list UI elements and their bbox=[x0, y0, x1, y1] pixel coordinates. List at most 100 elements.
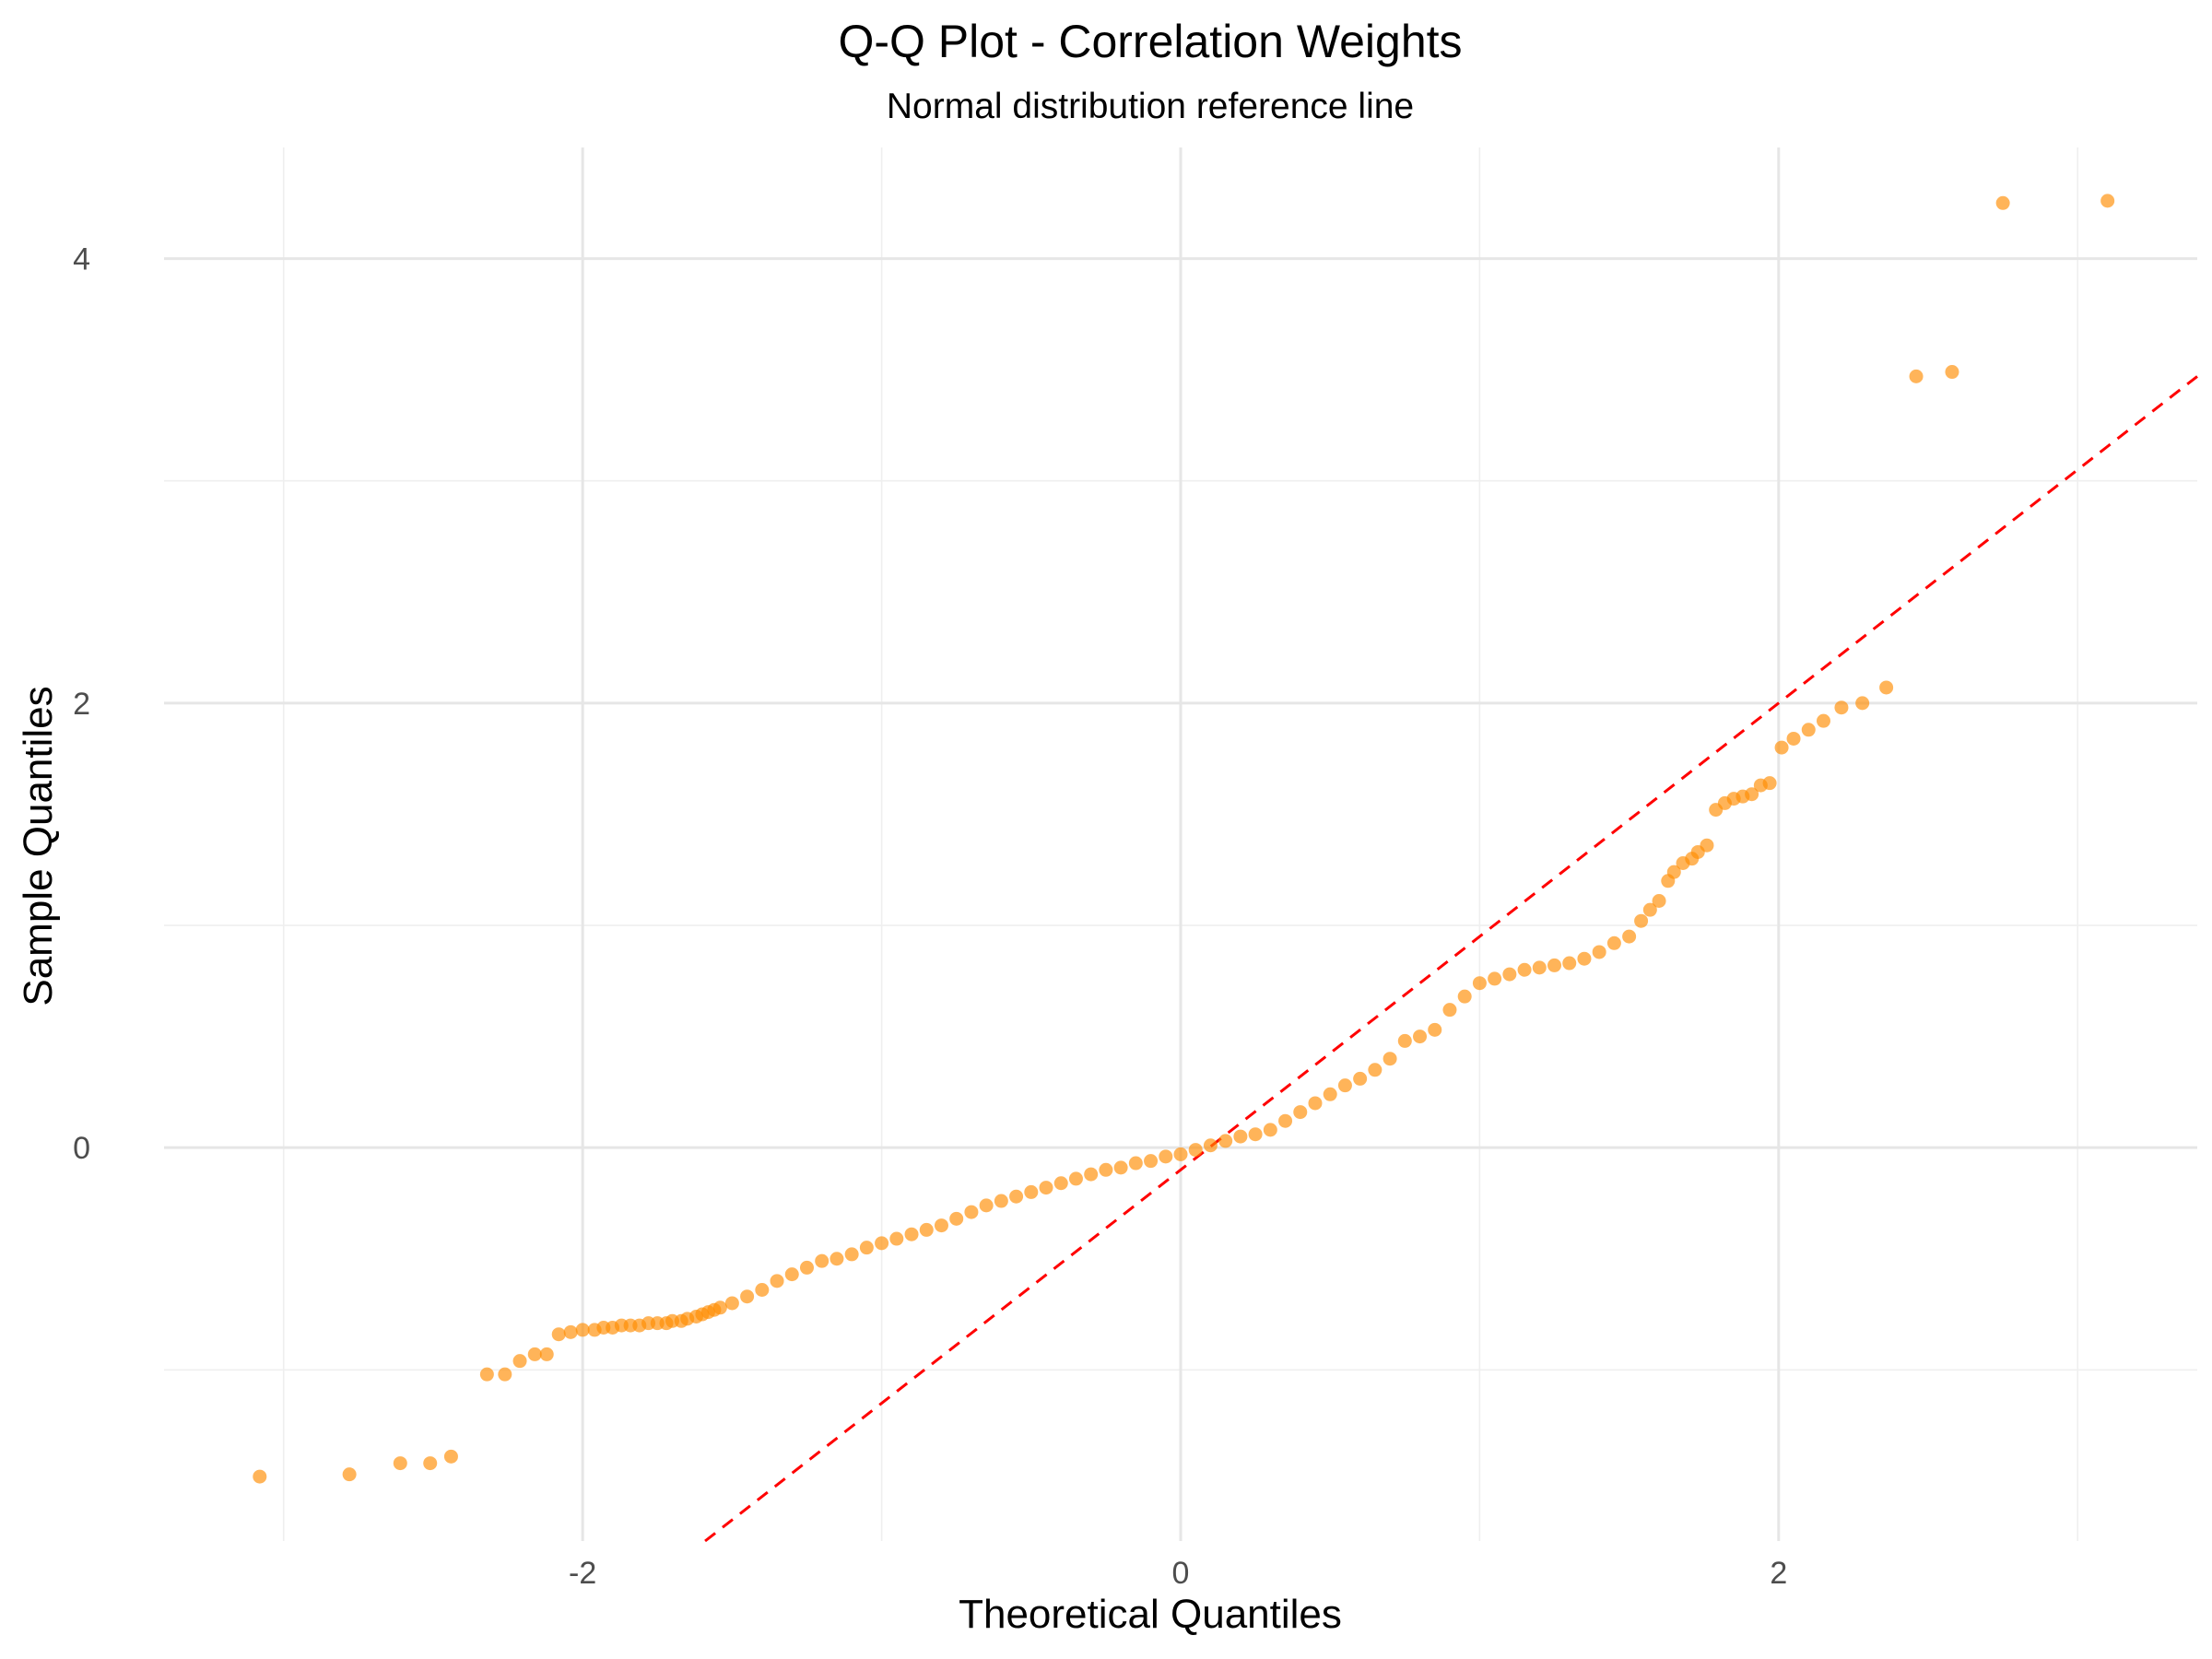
data-point bbox=[889, 1231, 904, 1246]
data-point bbox=[1248, 1127, 1263, 1142]
data-point bbox=[1009, 1189, 1024, 1204]
data-point bbox=[784, 1267, 799, 1282]
data-point bbox=[1203, 1138, 1218, 1153]
data-point bbox=[1128, 1156, 1143, 1171]
data-point bbox=[1834, 700, 1849, 715]
data-point bbox=[1382, 1052, 1397, 1066]
data-point bbox=[551, 1327, 566, 1342]
data-point bbox=[994, 1194, 1008, 1208]
normal-reference-line bbox=[704, 375, 2198, 1543]
data-point bbox=[1353, 1071, 1368, 1086]
chart-title: Q-Q Plot - Correlation Weights bbox=[838, 16, 1462, 67]
x-tick-label: -2 bbox=[569, 1556, 596, 1591]
data-point bbox=[799, 1260, 814, 1275]
data-point bbox=[830, 1252, 844, 1266]
x-tick-labels: -2 0 2 bbox=[569, 1556, 1787, 1591]
data-point bbox=[1068, 1171, 1083, 1186]
data-point bbox=[724, 1296, 739, 1311]
y-tick-label: 4 bbox=[73, 242, 90, 277]
data-point bbox=[1472, 976, 1487, 991]
data-point bbox=[1700, 838, 1714, 853]
data-point bbox=[1517, 962, 1532, 977]
data-point bbox=[1099, 1162, 1113, 1177]
data-point bbox=[1218, 1134, 1233, 1148]
data-point bbox=[1263, 1123, 1277, 1137]
data-point bbox=[949, 1211, 964, 1226]
data-point bbox=[575, 1323, 590, 1337]
x-axis-title: Theoretical Quantiles bbox=[959, 1592, 1342, 1637]
data-point bbox=[423, 1456, 438, 1471]
data-point bbox=[1428, 1022, 1442, 1037]
data-point bbox=[1786, 731, 1801, 746]
data-point bbox=[1606, 935, 1621, 950]
data-point bbox=[1144, 1154, 1159, 1169]
y-tick-labels: 0 2 4 bbox=[73, 242, 90, 1167]
data-point bbox=[1337, 1078, 1352, 1093]
data-point bbox=[1413, 1030, 1428, 1044]
data-point bbox=[1909, 369, 1924, 383]
data-point bbox=[979, 1198, 994, 1213]
data-point bbox=[740, 1289, 755, 1304]
data-point bbox=[1233, 1129, 1248, 1144]
data-point bbox=[443, 1449, 458, 1464]
chart-subtitle: Normal distribution reference line bbox=[887, 87, 1414, 126]
data-point bbox=[527, 1347, 542, 1361]
data-point bbox=[1745, 787, 1759, 802]
data-point bbox=[1577, 951, 1592, 966]
data-point bbox=[1039, 1181, 1053, 1195]
data-point bbox=[1547, 958, 1562, 972]
x-tick-label: 2 bbox=[1770, 1556, 1787, 1591]
data-point bbox=[770, 1274, 784, 1288]
data-point bbox=[253, 1469, 267, 1484]
data-point bbox=[1113, 1160, 1128, 1175]
y-axis-title: Sample Quantiles bbox=[16, 686, 61, 1006]
data-point bbox=[1652, 893, 1666, 908]
data-point bbox=[1562, 956, 1577, 971]
data-point bbox=[1879, 680, 1894, 695]
data-point bbox=[844, 1247, 859, 1262]
data-point bbox=[342, 1467, 357, 1482]
data-point bbox=[1293, 1105, 1308, 1120]
data-point bbox=[1622, 929, 1637, 944]
data-point bbox=[964, 1205, 979, 1219]
data-point bbox=[1502, 967, 1517, 982]
data-point bbox=[1084, 1167, 1099, 1182]
data-point bbox=[1855, 696, 1870, 711]
data-point bbox=[1278, 1113, 1293, 1128]
data-point bbox=[1188, 1143, 1203, 1158]
data-point bbox=[1308, 1096, 1323, 1111]
data-point bbox=[1592, 945, 1606, 959]
data-point bbox=[712, 1300, 727, 1315]
data-point bbox=[1816, 713, 1830, 728]
data-point bbox=[1532, 960, 1547, 975]
data-point bbox=[1024, 1184, 1039, 1199]
data-point bbox=[755, 1283, 770, 1298]
data-point bbox=[1053, 1176, 1068, 1191]
data-point bbox=[1442, 1003, 1457, 1018]
data-point bbox=[1173, 1147, 1188, 1161]
data-point bbox=[1488, 971, 1502, 986]
data-point bbox=[1642, 902, 1657, 917]
data-point bbox=[1995, 195, 2010, 210]
data-point bbox=[1397, 1033, 1412, 1048]
data-point bbox=[1368, 1063, 1382, 1077]
data-point bbox=[904, 1227, 919, 1241]
data-point bbox=[393, 1456, 407, 1471]
data-point bbox=[1457, 989, 1472, 1004]
data-point bbox=[1159, 1149, 1173, 1164]
data-point bbox=[859, 1241, 874, 1255]
data-point bbox=[498, 1367, 512, 1382]
data-point bbox=[815, 1253, 830, 1268]
data-point bbox=[875, 1236, 889, 1251]
data-point bbox=[479, 1367, 494, 1382]
data-point bbox=[1801, 723, 1816, 737]
data-point bbox=[1762, 776, 1777, 791]
data-point bbox=[539, 1347, 554, 1361]
data-point bbox=[512, 1354, 527, 1369]
y-tick-label: 2 bbox=[73, 687, 90, 722]
data-point bbox=[934, 1218, 948, 1233]
data-point bbox=[1634, 913, 1649, 928]
data-point bbox=[2100, 194, 2115, 208]
